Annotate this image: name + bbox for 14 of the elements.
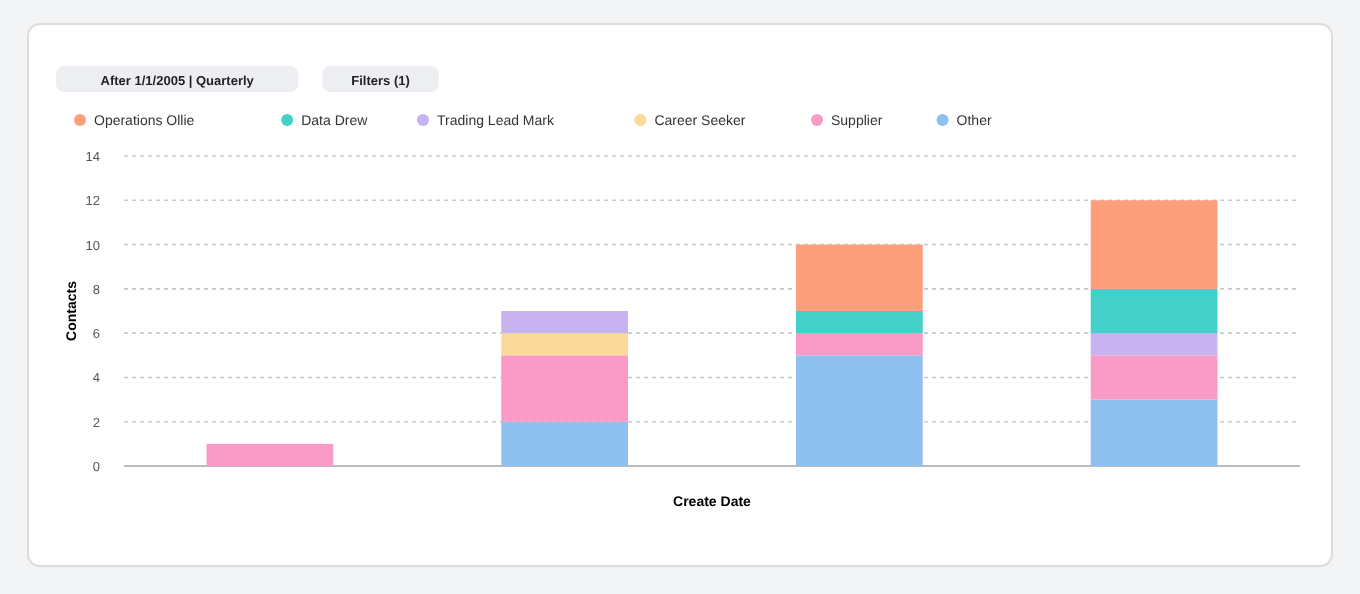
bar	[206, 443, 334, 466]
bar	[796, 311, 923, 334]
bar	[796, 355, 923, 466]
bar	[796, 333, 923, 356]
bar	[1090, 288, 1218, 334]
bar	[501, 311, 628, 334]
bar	[1090, 399, 1218, 466]
bar	[796, 244, 923, 311]
bar	[501, 421, 628, 466]
bar	[501, 355, 628, 422]
bar	[1090, 333, 1218, 356]
bar	[1090, 200, 1218, 289]
bar	[1090, 355, 1218, 400]
bar	[501, 333, 628, 356]
